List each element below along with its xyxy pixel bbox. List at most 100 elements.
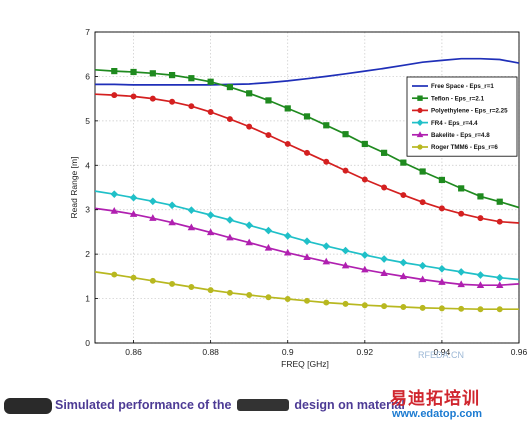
series-marker-point [246, 292, 253, 298]
series-marker-point [496, 198, 503, 205]
redaction-blot [4, 398, 52, 414]
series-marker-point [458, 210, 465, 217]
series-marker-point [111, 67, 118, 75]
caption-part-1: Simulated performance of the [55, 398, 232, 412]
series-marker-point [111, 92, 118, 99]
series-marker-point [304, 297, 310, 304]
series-marker-point [226, 116, 233, 123]
x-tick-label: 0.9 [282, 347, 294, 357]
series-marker-point [226, 216, 234, 224]
figure-caption: Simulated performance of the design on m… [55, 398, 405, 412]
series-marker-point [323, 299, 330, 306]
series-marker-point [284, 105, 291, 112]
y-tick-label: 5 [85, 116, 90, 126]
series-marker-point [438, 305, 445, 312]
series-marker-point [496, 306, 503, 313]
series-marker-point [207, 109, 214, 115]
x-axis-label: FREQ [GHz] [281, 359, 329, 369]
series-marker-point [322, 242, 331, 250]
series-marker-point [342, 300, 349, 307]
series-marker-point [206, 228, 215, 236]
series-marker-point [246, 90, 253, 97]
series-marker-point [207, 78, 214, 85]
series-marker-point [417, 107, 423, 113]
series-marker-point [400, 304, 407, 310]
series-marker-point [477, 193, 484, 200]
series-marker-point [458, 305, 465, 312]
series-marker-point [284, 248, 292, 256]
series-3 [95, 92, 519, 225]
series-2 [95, 67, 519, 209]
series-marker-point [400, 192, 407, 199]
series-marker-point [438, 205, 445, 212]
series-marker-point [129, 210, 138, 217]
series-marker-point [169, 98, 176, 105]
series-marker-point [418, 261, 427, 270]
series-marker-point [188, 75, 195, 82]
series-marker-point [416, 131, 424, 138]
x-tick-label: 0.88 [202, 347, 219, 357]
series-marker-point [304, 149, 310, 156]
series-marker-point [149, 277, 156, 284]
series-marker-point [381, 184, 388, 191]
series-marker-point [380, 255, 388, 263]
series-marker-point [496, 281, 504, 288]
series-marker-point [111, 271, 118, 278]
series-marker-point [283, 232, 292, 240]
series-marker-point [130, 274, 137, 281]
series-marker-point [264, 243, 273, 251]
x-tick-label: 0.86 [125, 347, 142, 357]
x-tick-label: 0.92 [357, 347, 374, 357]
series-marker-point [457, 268, 466, 276]
series-marker-point [188, 103, 195, 110]
series-marker-point [303, 113, 311, 120]
series-marker-point [130, 93, 137, 100]
series-marker-point [341, 261, 350, 269]
series-marker-point [381, 303, 388, 310]
series-marker-point [110, 207, 118, 214]
series-marker-point [168, 201, 176, 210]
series-marker-point [477, 215, 484, 222]
series-marker-point [322, 257, 330, 265]
series-marker-point [265, 294, 272, 301]
series-marker-point [361, 265, 369, 273]
y-tick-label: 3 [85, 205, 90, 215]
series-marker-point [400, 159, 407, 166]
series-marker-point [110, 190, 119, 198]
series-line [95, 57, 519, 86]
series-marker-point [416, 119, 424, 126]
series-marker-point [477, 306, 484, 313]
series-marker-point [246, 123, 253, 130]
series-marker-point [361, 176, 368, 183]
series-marker-point [399, 258, 408, 267]
series-marker-point [129, 193, 138, 202]
series-layer [95, 57, 519, 313]
series-marker-point [496, 218, 503, 225]
series-marker-point [303, 253, 311, 260]
series-marker-point [168, 218, 176, 226]
series-line [95, 207, 519, 287]
series-6 [95, 271, 519, 313]
series-marker-point [149, 95, 156, 102]
y-tick-label: 1 [85, 294, 90, 304]
series-marker-point [458, 185, 465, 192]
series-marker-point [187, 206, 196, 214]
series-marker-point [361, 302, 368, 309]
series-marker-point [226, 233, 234, 241]
x-tick-label: 0.94 [434, 347, 451, 357]
series-marker-point [265, 132, 272, 139]
series-marker-point [323, 158, 330, 165]
legend-entry: FR4 - Eps_r=4.4 [431, 120, 478, 127]
series-marker-point [399, 272, 408, 280]
legend-entry: Free Space - Eps_r=1 [431, 83, 494, 90]
series-marker-point [342, 131, 349, 138]
series-marker-point [438, 264, 446, 273]
series-marker-point [417, 95, 423, 101]
series-marker-point [438, 176, 446, 184]
series-marker-point [303, 237, 311, 246]
x-tick-label: 0.96 [511, 347, 528, 357]
series-marker-point [419, 304, 426, 311]
y-axis-label: Read Range [m] [69, 157, 79, 219]
series-4 [95, 190, 519, 282]
series-marker-point [245, 238, 253, 246]
